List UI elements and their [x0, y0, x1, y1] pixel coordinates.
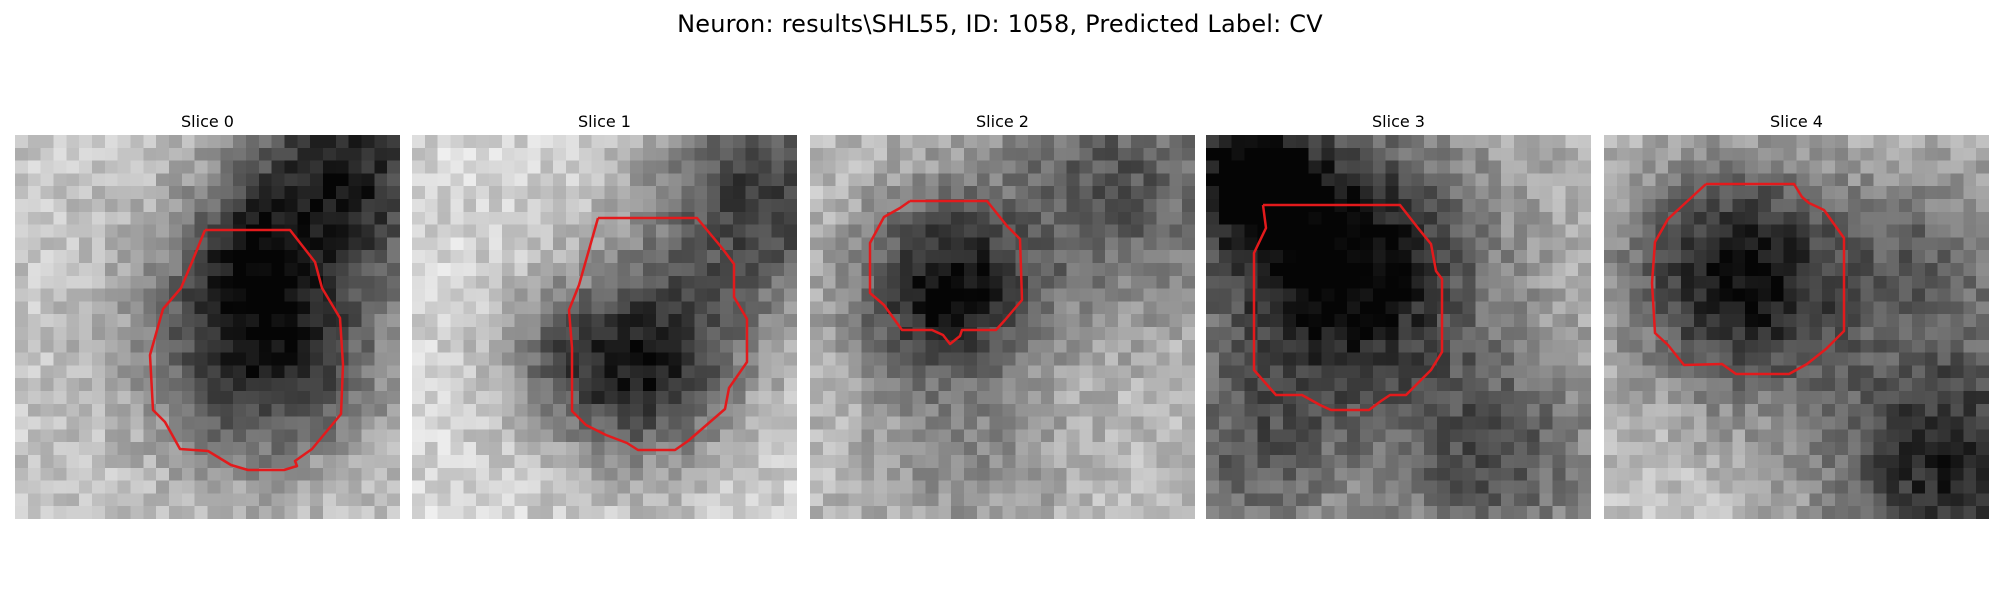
grayscale-slice-image [810, 135, 1195, 519]
cell-contour-overlay [1650, 182, 1846, 376]
slice-panel-0: Slice 0 [15, 111, 400, 519]
slice-title: Slice 0 [181, 112, 234, 131]
cell-contour [567, 216, 749, 452]
grayscale-slice-image [412, 135, 797, 519]
grayscale-slice-image [1206, 135, 1591, 519]
slice-image [1604, 135, 1989, 519]
slice-title: Slice 1 [578, 112, 631, 131]
slice-panel-4: Slice 4 [1604, 111, 1989, 519]
cell-contour-overlay [1252, 203, 1444, 412]
slice-title: Slice 4 [1770, 112, 1823, 131]
figure-title: Neuron: results\SHL55, ID: 1058, Predict… [677, 10, 1323, 38]
cell-contour-overlay [868, 199, 1024, 346]
cell-contour-overlay [567, 216, 749, 452]
slice-panel-3: Slice 3 [1206, 111, 1591, 519]
cell-contour [148, 228, 345, 472]
cell-contour-overlay [148, 228, 345, 472]
slice-panel-1: Slice 1 [412, 111, 797, 519]
slice-image [15, 135, 400, 519]
slice-image [810, 135, 1195, 519]
slice-title: Slice 2 [976, 112, 1029, 131]
cell-contour [1252, 203, 1444, 412]
slice-panel-2: Slice 2 [810, 111, 1195, 519]
slice-image [412, 135, 797, 519]
grayscale-slice-image [1604, 135, 1989, 519]
slice-image [1206, 135, 1591, 519]
slice-title: Slice 3 [1372, 112, 1425, 131]
grayscale-slice-image [15, 135, 400, 519]
cell-contour [868, 199, 1024, 346]
cell-contour [1650, 182, 1846, 376]
